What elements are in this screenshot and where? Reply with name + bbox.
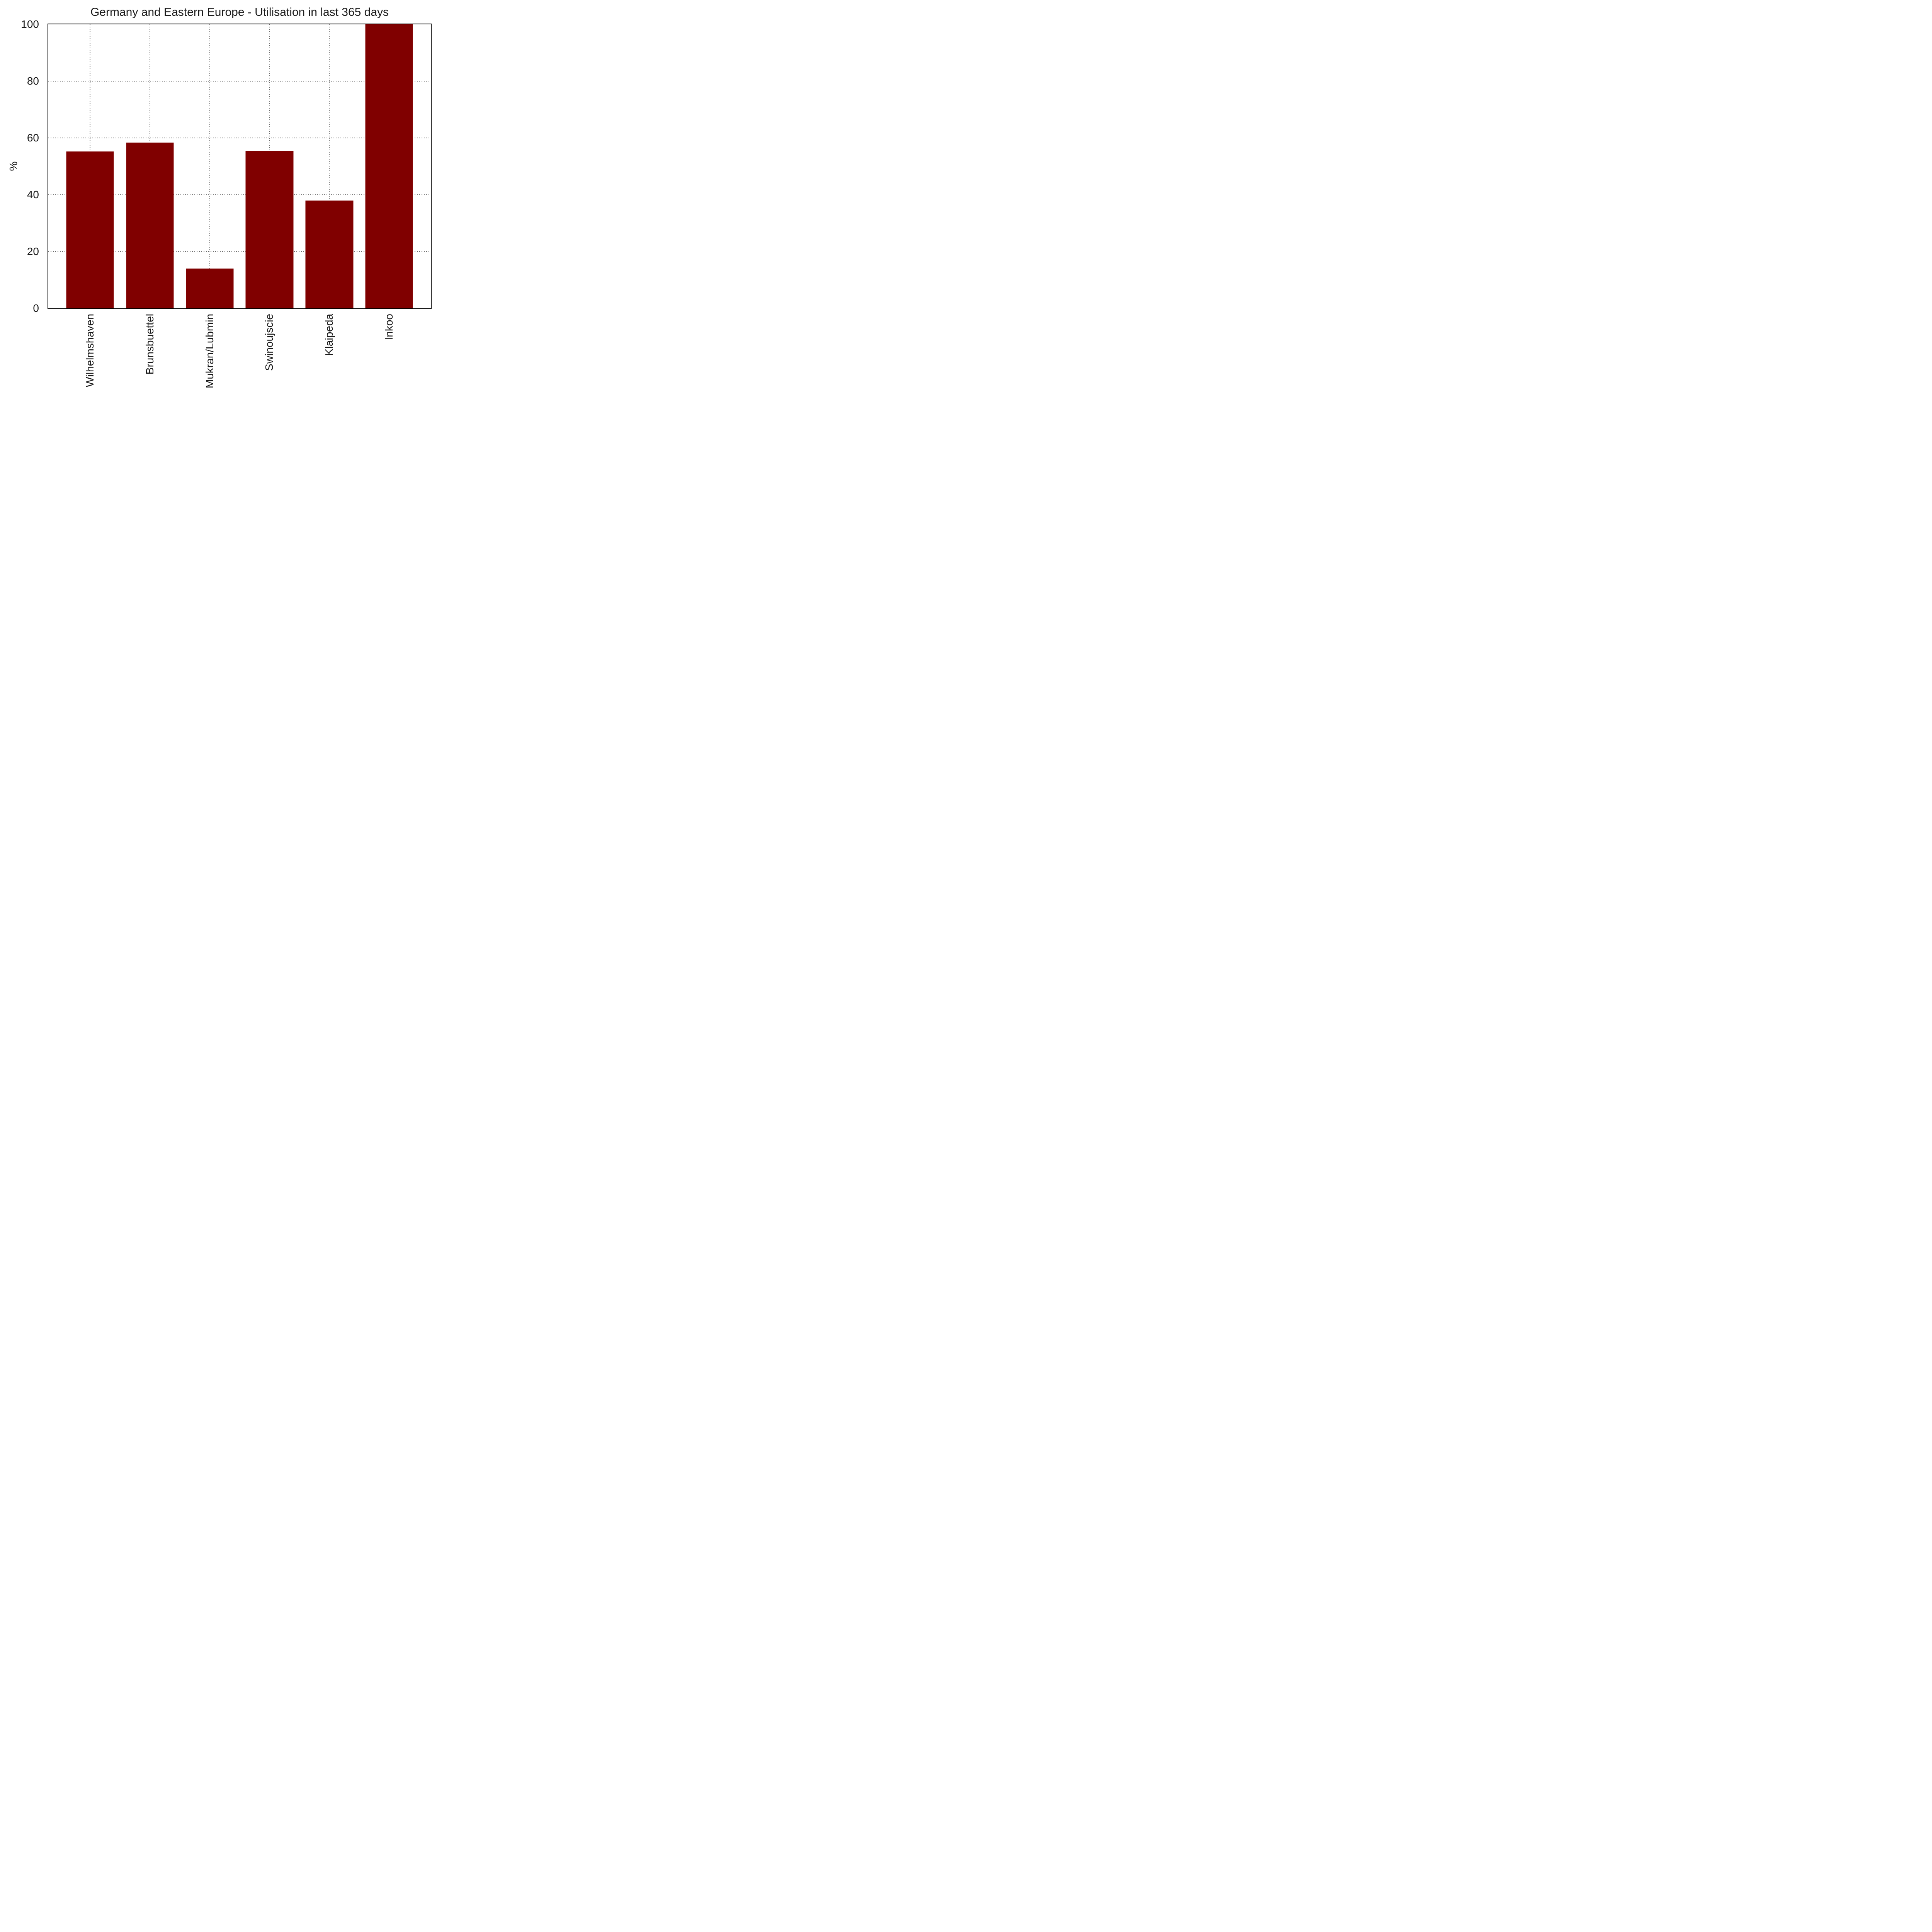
x-tick-label-klaipeda: Klaipeda — [323, 314, 335, 356]
plot-area — [48, 24, 432, 309]
bar-inkoo — [365, 24, 413, 308]
bar-swinoujscie — [245, 151, 294, 308]
y-axis-label: % — [7, 161, 19, 171]
x-gridline-3 — [209, 24, 210, 308]
y-gridline-20 — [48, 251, 431, 252]
y-tick-label-20: 20 — [27, 245, 39, 257]
y-tick-label-40: 40 — [27, 189, 39, 201]
x-tick-label-mukran-lubmin: Mukran/Lubmin — [204, 314, 216, 388]
chart-title: Germany and Eastern Europe - Utilisation… — [90, 6, 389, 19]
bar-mukran-lubmin — [185, 269, 234, 308]
x-gridline-5 — [329, 24, 330, 308]
y-tick-label-100: 100 — [21, 18, 39, 30]
x-tick-label-inkoo: Inkoo — [383, 314, 395, 340]
figure: Germany and Eastern Europe - Utilisation… — [0, 0, 438, 398]
x-tick-label-wilhelmshaven: Wilhelmshaven — [84, 314, 96, 387]
x-tick-label-brunsbuettel: Brunsbuettel — [144, 314, 156, 375]
y-gridline-80 — [48, 81, 431, 82]
bar-klaipeda — [305, 200, 353, 308]
bar-brunsbuettel — [126, 142, 174, 308]
bar-wilhelmshaven — [66, 151, 114, 308]
y-tick-label-80: 80 — [27, 75, 39, 87]
y-tick-label-0: 0 — [33, 302, 39, 314]
y-tick-label-60: 60 — [27, 132, 39, 144]
y-gridline-40 — [48, 194, 431, 195]
x-tick-label-swinoujscie: Swinoujscie — [263, 314, 275, 371]
